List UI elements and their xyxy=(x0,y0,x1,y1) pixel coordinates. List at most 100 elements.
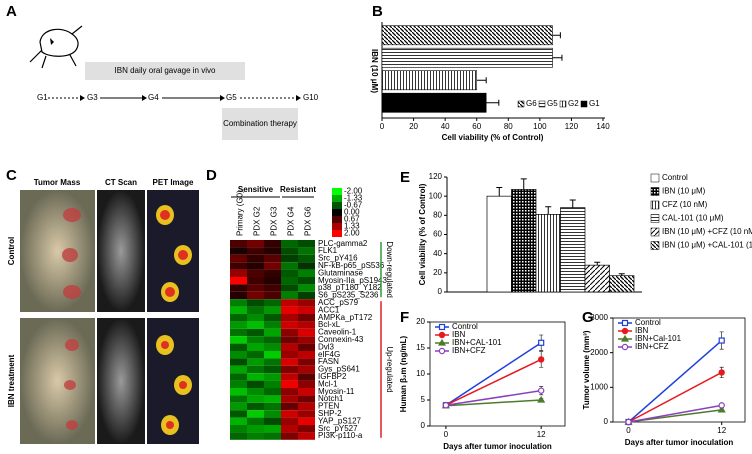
heat-cell xyxy=(230,343,247,351)
heat-cell xyxy=(281,395,298,403)
heat-cell xyxy=(281,432,298,440)
x-tick-label: 0 xyxy=(380,122,385,131)
heat-cell xyxy=(264,388,281,396)
row-label: Bcl-xL xyxy=(318,320,341,329)
colorbar-label: 1.33 xyxy=(344,222,360,231)
heat-cell xyxy=(247,402,264,411)
y-tick-label: 1000 xyxy=(590,382,608,391)
marker xyxy=(438,331,446,339)
heat-cell xyxy=(298,254,315,263)
row-label: ACC_pS79 xyxy=(318,298,359,307)
line xyxy=(628,339,723,423)
column-label: PDX G3 xyxy=(270,206,279,236)
heat-cell xyxy=(281,247,298,255)
heat-cell xyxy=(298,314,315,322)
legend-swatch xyxy=(580,100,588,108)
column-label: CT Scan xyxy=(105,178,137,187)
heat-cell xyxy=(281,373,298,381)
heat-cell xyxy=(230,328,247,337)
legend-swatch xyxy=(517,100,525,108)
plot-frame xyxy=(612,317,746,423)
bar xyxy=(381,47,553,68)
error-bar xyxy=(496,187,503,197)
marker xyxy=(538,339,545,346)
legend-label: IBN+CFZ xyxy=(635,342,669,351)
heat-cell xyxy=(264,380,281,388)
legend-label: IBN (10 μM) +CFZ (10 nM) xyxy=(662,227,752,236)
colorbar-label: -1.33 xyxy=(344,194,363,203)
heat-cell xyxy=(264,306,281,314)
heat-cell xyxy=(264,284,281,292)
x-tick-label: 140 xyxy=(596,122,610,131)
row-group-label: Down-regulated xyxy=(385,241,394,297)
bar xyxy=(511,189,537,293)
legend-label: Control xyxy=(635,318,661,327)
error-bar xyxy=(552,32,561,39)
x-tick-label: 40 xyxy=(441,122,450,131)
heat-cell xyxy=(264,314,281,322)
error-bar xyxy=(569,199,576,208)
heat-cell xyxy=(230,351,247,359)
mouse-icon xyxy=(29,25,83,69)
node-label: G10 xyxy=(303,93,319,102)
marker xyxy=(718,402,725,409)
heat-cell xyxy=(247,328,264,337)
row-label: PLC-gamma2 xyxy=(318,239,368,248)
row-label: YAP_pS127 xyxy=(318,416,362,425)
line xyxy=(445,389,542,406)
heat-cell xyxy=(298,299,315,307)
combination-text: Combination therapy xyxy=(223,119,297,128)
heat-cell xyxy=(230,373,247,381)
row-label: Dvl3 xyxy=(318,342,335,351)
marker xyxy=(537,356,545,363)
y-tick-label: 0 xyxy=(604,417,609,426)
row-label: SHP-2 xyxy=(318,409,342,418)
legend-label: IBN+CFZ xyxy=(452,346,486,355)
error-bar xyxy=(618,273,625,276)
marker xyxy=(621,319,629,327)
heat-cell xyxy=(264,358,281,366)
heat-cell xyxy=(298,306,315,314)
arrow-head xyxy=(80,95,85,101)
row-label: Src_pY416 xyxy=(318,254,358,263)
heat-cell xyxy=(298,425,315,433)
heat-cell xyxy=(247,314,264,322)
x-tick-label: 0 xyxy=(626,426,631,435)
legend-swatch xyxy=(650,227,660,237)
photo xyxy=(97,318,145,444)
group-label: Resistant xyxy=(280,185,316,194)
bar xyxy=(486,195,512,293)
legend-label: IBN (10 μM) +CAL-101 (10 μM) xyxy=(662,241,752,250)
column-label: PET Image xyxy=(153,178,194,187)
row-label: AMPKa_pT172 xyxy=(318,313,373,322)
heat-cell xyxy=(298,388,315,396)
heat-cell xyxy=(230,432,247,440)
panel-label: D xyxy=(206,167,217,184)
panel-label: F xyxy=(400,309,409,326)
bar xyxy=(584,264,610,293)
marker xyxy=(621,343,629,351)
heat-cell xyxy=(247,254,264,263)
marker xyxy=(621,327,629,335)
row-label: Src_pY527 xyxy=(318,424,358,433)
y-axis-label: Tumor volume (mm³) xyxy=(582,330,591,409)
bar xyxy=(381,92,487,113)
heat-cell xyxy=(264,373,281,381)
legend-label: IBN+CAL-101 xyxy=(452,338,502,347)
error-bar xyxy=(594,261,601,266)
row-label: Gys_pS641 xyxy=(318,365,360,374)
treatment-box xyxy=(85,62,245,80)
heat-cell xyxy=(264,365,281,374)
heat-cell xyxy=(230,277,247,285)
heat-cell xyxy=(247,262,264,270)
heat-cell xyxy=(264,417,281,425)
heat-cell xyxy=(264,299,281,307)
y-tick-label: 40 xyxy=(433,249,442,258)
y-tick-label: 100 xyxy=(429,191,443,200)
row-label: Caveolin-1 xyxy=(318,328,357,337)
heat-cell xyxy=(247,380,264,388)
photo xyxy=(97,190,145,312)
heat-cell xyxy=(247,425,264,433)
heat-cell xyxy=(230,284,247,292)
